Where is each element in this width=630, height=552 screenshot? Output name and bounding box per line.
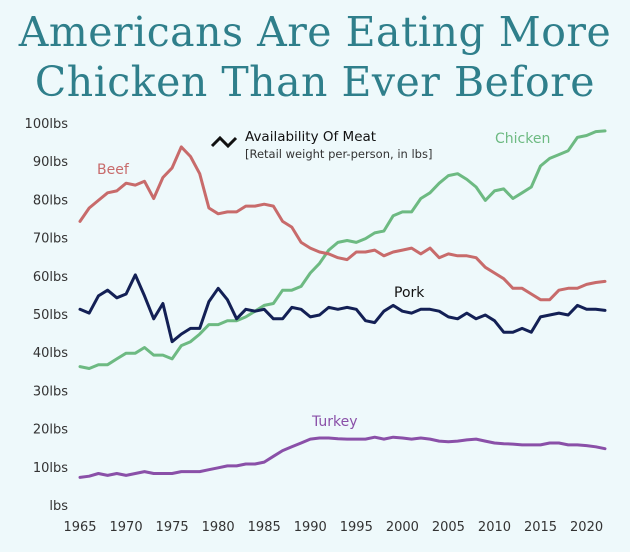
series-lines [78, 129, 607, 479]
axes: lbs 10lbs 20lbs 30lbs 40lbs 50lbs 60lbs 70lbs 80… [25, 117, 604, 535]
series-line-beef [78, 145, 607, 302]
series-label-chicken: Chicken [495, 131, 550, 147]
series-labels: Chicken Beef Pork Turkey [97, 131, 550, 430]
y-tick-label: 90lbs [33, 155, 68, 170]
y-tick-label: 60lbs [33, 270, 68, 285]
series-label-turkey: Turkey [311, 414, 358, 430]
y-tick-label: 100lbs [25, 117, 69, 132]
y-tick-label: lbs [49, 499, 68, 514]
y-tick-label: 70lbs [33, 232, 68, 247]
y-tick-label: 40lbs [33, 346, 68, 361]
x-tick-label: 1995 [340, 520, 373, 535]
x-tick-label: 1980 [202, 520, 235, 535]
x-tick-label: 1970 [110, 520, 143, 535]
series-label-beef: Beef [97, 162, 130, 178]
legend: Availability Of Meat [Retail weight per-… [210, 129, 432, 161]
series-label-pork: Pork [394, 285, 425, 301]
y-tick-label: 80lbs [33, 193, 68, 208]
x-tick-label: 2005 [432, 520, 465, 535]
y-tick-label: 30lbs [33, 384, 68, 399]
y-tick-label: 10lbs [33, 461, 68, 476]
x-tick-label: 1965 [63, 520, 96, 535]
x-tick-label: 2020 [570, 520, 603, 535]
chart-title-line-1: Americans Are Eating More [18, 8, 612, 56]
x-tick-label: 2000 [386, 520, 419, 535]
zigzag-line-icon [210, 135, 238, 149]
x-tick-label: 1985 [248, 520, 281, 535]
y-tick-label: 20lbs [33, 423, 68, 438]
series-line-pork [78, 273, 607, 344]
x-tick-label: 2015 [524, 520, 557, 535]
chart-title-line-2: Chicken Than Ever Before [34, 58, 596, 106]
legend-title: Availability Of Meat [245, 129, 376, 145]
x-tick-label: 2010 [478, 520, 511, 535]
x-tick-label: 1975 [156, 520, 189, 535]
y-tick-label: 50lbs [33, 308, 68, 323]
legend-subtitle: [Retail weight per-person, in lbs] [245, 147, 432, 161]
series-line-chicken [78, 129, 607, 370]
series-line-turkey [78, 435, 607, 479]
x-tick-label: 1990 [294, 520, 327, 535]
